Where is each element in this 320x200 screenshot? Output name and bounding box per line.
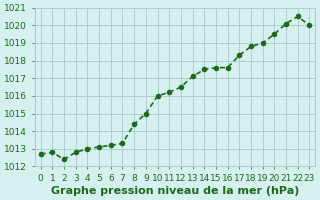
X-axis label: Graphe pression niveau de la mer (hPa): Graphe pression niveau de la mer (hPa) [51,186,299,196]
